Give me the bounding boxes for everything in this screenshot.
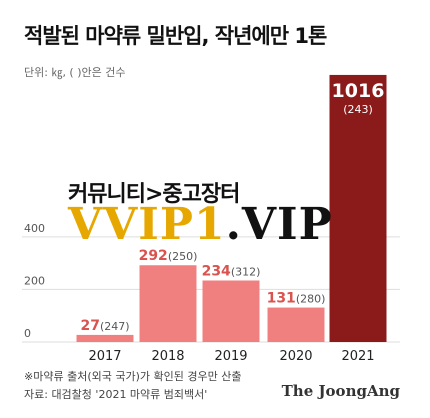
data-label-2019: 234(312) [202,263,261,279]
x-tick-label-2019: 2019 [214,349,247,364]
x-tick-label-2017: 2017 [88,349,121,364]
data-label-value-2019: 234 [202,263,231,279]
x-tick-label-2018: 2018 [151,349,184,364]
footnote-source-note: ※마약류 출처(외국 국가)가 확인된 경우만 산출 [24,370,242,383]
data-label-count-2020: (280) [296,293,326,306]
data-label-count-2018: (250) [168,250,198,263]
y-tick-label-200: 200 [24,274,45,287]
data-label-value-2018: 292 [139,248,168,264]
data-label-count-2017: (247) [100,320,130,333]
bar-2020 [267,307,325,342]
data-label-2020: 131(280) [267,291,326,307]
data-label-value-2020: 131 [267,291,296,307]
y-tick-label-0: 0 [24,327,31,340]
y-tick-label-400: 400 [24,222,45,235]
data-label-value-2017: 27 [80,318,99,334]
x-tick-label-2021: 2021 [341,349,374,364]
watermark-logo-part1: VVIP1 [68,199,226,250]
bar-2017 [76,334,134,342]
x-tick-label-2020: 2020 [279,349,312,364]
bar-2021 [329,74,387,343]
bar-2018 [139,265,197,342]
watermark-logo-part2: .VIP [225,199,333,250]
data-label-count-2021: (243) [343,103,373,116]
footnote-data-source: 자료: 대검찰청 '2021 마약류 범죄백서' [24,388,208,401]
brand-logo: The JoongAng [281,382,400,400]
data-label-2017: 27(247) [80,318,129,334]
data-label-count-2019: (312) [231,265,261,278]
watermark-text: 커뮤니티>중고장터 [68,182,240,207]
chart-title: 적발된 마약류 밀반입, 작년에만 1톤 [24,24,327,48]
data-label-value-2021: 1016 [332,80,385,102]
unit-note: 단위: ㎏, ( )안은 건수 [24,66,126,79]
data-label-2018: 292(250) [139,248,198,264]
watermark-logo: VVIP1.VIP [68,203,333,247]
bar-2019 [202,280,260,342]
